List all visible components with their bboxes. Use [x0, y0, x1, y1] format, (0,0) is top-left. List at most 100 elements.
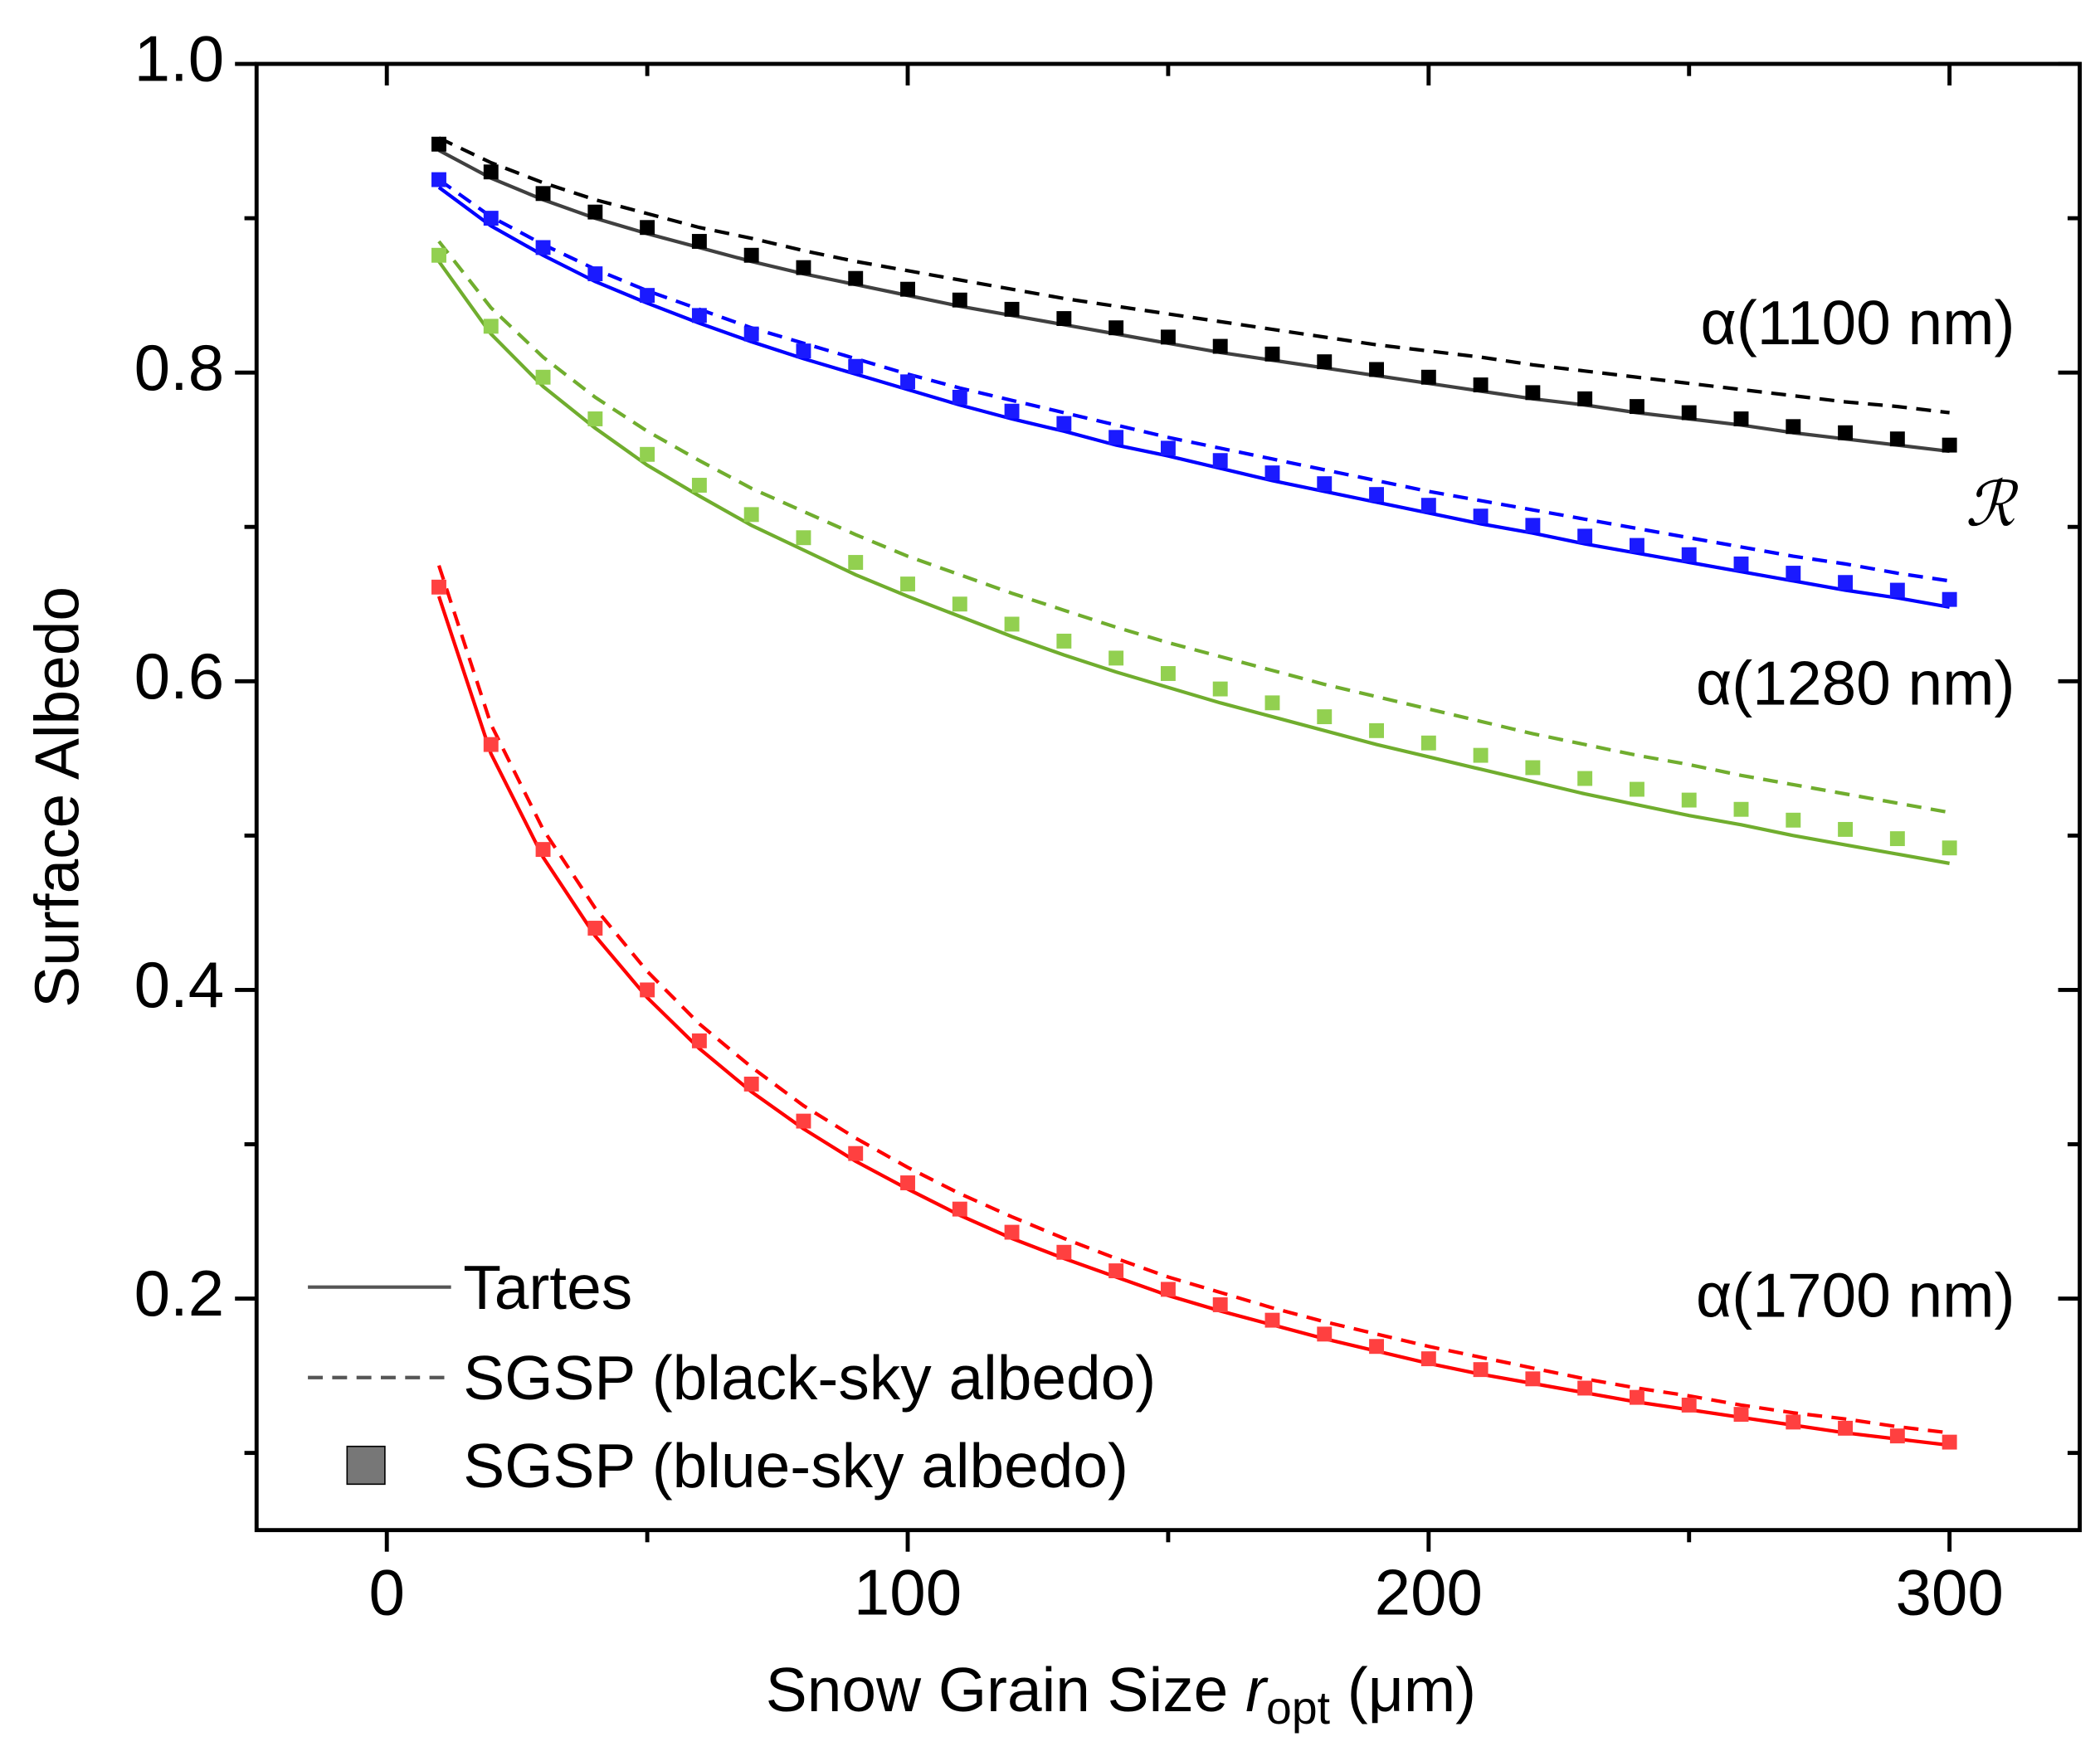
marker	[1889, 831, 1905, 847]
marker	[952, 292, 967, 308]
marker	[587, 266, 603, 282]
marker	[1681, 405, 1697, 421]
marker	[1369, 722, 1384, 738]
marker	[848, 1146, 864, 1161]
marker	[1838, 821, 1854, 837]
marker	[1056, 633, 1072, 649]
marker	[1889, 1428, 1905, 1444]
marker	[1525, 760, 1541, 776]
marker	[1629, 781, 1644, 797]
marker	[1004, 301, 1020, 317]
marker	[1212, 681, 1228, 697]
marker	[640, 288, 655, 304]
marker	[1838, 575, 1854, 591]
marker	[848, 270, 864, 286]
marker	[483, 164, 499, 180]
marker	[691, 308, 707, 323]
marker	[1108, 320, 1124, 336]
marker	[952, 1201, 967, 1217]
marker	[1056, 416, 1072, 431]
marker	[1889, 582, 1905, 598]
curve-label: α(1280 nm)	[1696, 648, 2015, 717]
marker	[1369, 362, 1384, 377]
marker	[691, 234, 707, 249]
marker	[1264, 1312, 1280, 1328]
x-label-sub: opt	[1266, 1681, 1330, 1733]
legend-label: Tartes	[463, 1253, 632, 1322]
y-tick-label: 1.0	[134, 22, 225, 95]
y-tick-label: 0.6	[134, 640, 225, 713]
marker	[640, 446, 655, 462]
x-axis-label: Snow Grain Size ropt (μm)	[766, 1655, 1476, 1733]
marker	[1056, 1244, 1072, 1260]
marker	[1838, 1420, 1854, 1436]
marker	[1108, 430, 1124, 445]
marker	[1629, 399, 1644, 415]
curve-label: α(1100 nm)	[1701, 288, 2015, 358]
marker	[1525, 518, 1541, 533]
marker	[1942, 437, 1957, 453]
marker	[1160, 329, 1176, 345]
marker	[1056, 311, 1072, 326]
curve-label: α(1700 nm)	[1696, 1261, 2015, 1330]
marker	[1733, 1407, 1749, 1423]
marker	[535, 369, 551, 385]
x-tick-label: 200	[1375, 1556, 1483, 1629]
marker	[1786, 566, 1801, 581]
marker	[1108, 650, 1124, 666]
marker	[1733, 411, 1749, 426]
marker	[1629, 538, 1644, 553]
marker	[1681, 792, 1697, 808]
marker	[1317, 709, 1333, 725]
marker	[587, 204, 603, 220]
marker	[431, 172, 446, 187]
solid-line	[436, 596, 1950, 1447]
y-tick-label: 0.4	[134, 948, 225, 1021]
marker	[431, 136, 446, 152]
marker	[431, 579, 446, 595]
marker	[431, 247, 446, 263]
marker	[743, 507, 759, 523]
dashed-line	[437, 178, 1950, 583]
solid-line	[437, 148, 1950, 454]
marker	[1786, 419, 1801, 435]
marker	[900, 281, 915, 297]
marker	[1733, 556, 1749, 572]
marker	[1473, 377, 1489, 392]
marker	[1942, 840, 1957, 856]
marker	[1577, 391, 1593, 406]
marker	[1473, 747, 1489, 763]
marker	[1264, 465, 1280, 481]
marker	[1786, 1414, 1801, 1430]
marker	[1942, 1434, 1957, 1450]
marker	[900, 576, 915, 592]
legend-label: SGSP (black-sky albedo)	[463, 1343, 1156, 1413]
marker	[796, 1113, 811, 1129]
legend-marker	[346, 1445, 386, 1486]
marker	[483, 737, 499, 752]
x-label-part: (μm)	[1330, 1655, 1476, 1724]
marker	[587, 921, 603, 936]
solid-line	[437, 186, 1951, 610]
marker	[1212, 338, 1228, 354]
curve-label: ℛ	[1966, 469, 2020, 541]
marker	[535, 186, 551, 202]
marker	[1889, 431, 1905, 447]
marker	[848, 555, 864, 570]
marker	[1838, 425, 1854, 440]
marker	[640, 982, 655, 998]
x-label-part: Snow Grain Size	[766, 1655, 1245, 1724]
plot-frame	[254, 61, 2083, 1533]
y-tick-label: 0.2	[134, 1257, 225, 1330]
legend-label: SGSP (blue-sky albedo)	[463, 1431, 1128, 1501]
marker	[1212, 1297, 1228, 1312]
marker	[1004, 1224, 1020, 1240]
marker	[1160, 666, 1176, 681]
marker	[535, 842, 551, 858]
y-axis-label: Surface Albedo	[22, 586, 92, 1008]
marker	[1942, 591, 1957, 607]
marker	[1681, 547, 1697, 562]
marker	[535, 240, 551, 255]
marker	[1317, 476, 1333, 492]
marker	[1420, 1351, 1436, 1367]
